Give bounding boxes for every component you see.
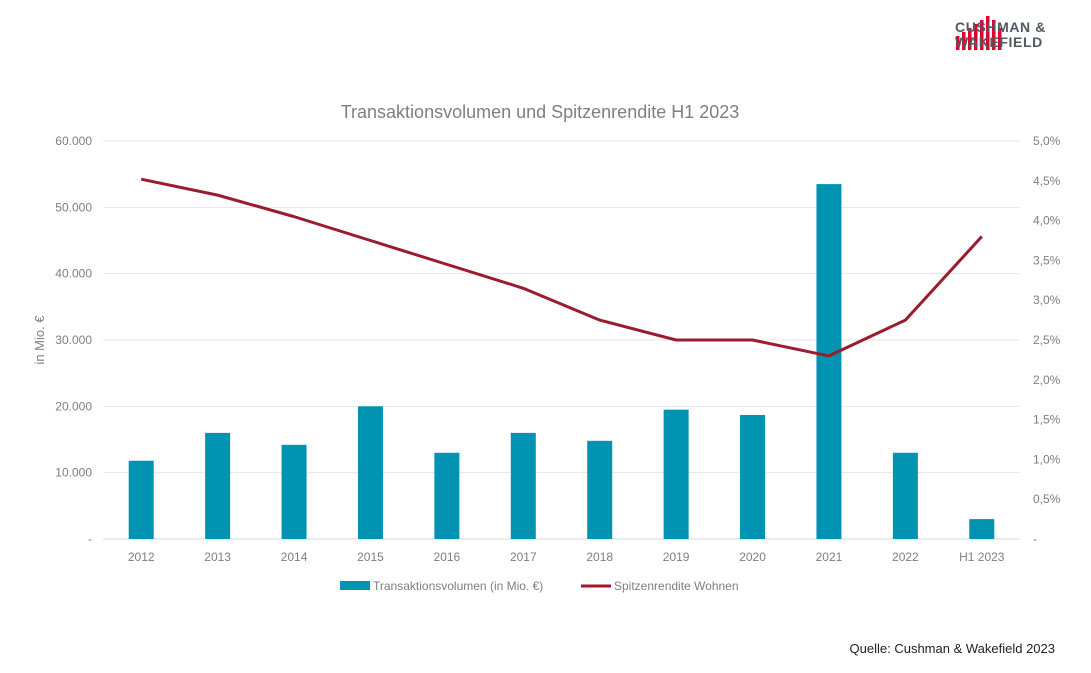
x-tick-label: 2017	[510, 550, 537, 564]
logo-bar	[956, 36, 960, 50]
bar	[740, 414, 766, 539]
y-axis-label: in Mio. €	[32, 315, 47, 365]
x-tick-label: 2016	[434, 550, 461, 564]
chart-title: Transaktionsvolumen und Spitzenrendite H…	[341, 102, 740, 122]
bar	[510, 432, 536, 539]
bar	[663, 409, 689, 539]
bar	[434, 452, 460, 539]
right-tick-label: 2,5%	[1033, 333, 1061, 347]
x-tick-label: 2020	[739, 550, 766, 564]
bar-series	[128, 184, 995, 539]
logo-bar	[962, 32, 966, 50]
logo-bar	[998, 28, 1002, 50]
right-axis-ticks: - 0,5% 1,0% 1,5% 2,0% 2,5% 3,0% 3,5% 4,0% 4,5% 5,0…	[1033, 134, 1061, 546]
right-tick-label: 1,5%	[1033, 413, 1061, 427]
brand-line-1: CUSHMAN &	[955, 19, 1046, 35]
right-tick-label: 3,0%	[1033, 293, 1061, 307]
left-tick-label: 30.000	[55, 333, 92, 347]
right-tick-label: -	[1033, 532, 1037, 546]
bar	[587, 440, 613, 539]
x-tick-label: 2022	[892, 550, 919, 564]
logo-bar	[968, 28, 972, 50]
left-tick-label: 40.000	[55, 267, 92, 281]
right-tick-label: 4,0%	[1033, 214, 1061, 228]
left-axis-ticks: - 10.000 20.000 30.000 40.000 50.000 60.000	[55, 134, 92, 546]
left-tick-label: -	[88, 532, 92, 546]
right-tick-label: 0,5%	[1033, 492, 1061, 506]
x-tick-label: H1 2023	[959, 550, 1005, 564]
logo-bar	[992, 20, 996, 50]
legend: Transaktionsvolumen (in Mio. €) Spitzenr…	[340, 579, 739, 593]
source-note: Quelle: Cushman & Wakefield 2023	[849, 641, 1055, 656]
x-tick-label: 2012	[128, 550, 155, 564]
legend-label-bars: Transaktionsvolumen (in Mio. €)	[373, 579, 543, 593]
x-tick-label: 2015	[357, 550, 384, 564]
bar	[816, 184, 842, 539]
x-axis-ticks: 2012 2013 2014 2015 2016 2017 2018 2019 2020 2021…	[128, 550, 1005, 564]
x-tick-label: 2021	[816, 550, 843, 564]
brand-line-2: WAKEFIELD	[955, 34, 1043, 50]
logo-bar	[974, 24, 978, 50]
yield-line	[140, 177, 983, 358]
line-series	[140, 177, 983, 358]
bar	[969, 519, 995, 539]
x-tick-label: 2014	[281, 550, 308, 564]
x-tick-label: 2018	[586, 550, 613, 564]
bar	[357, 406, 383, 539]
bar	[205, 432, 231, 539]
left-tick-label: 10.000	[55, 466, 92, 480]
bar	[892, 452, 918, 539]
right-tick-label: 4,5%	[1033, 174, 1061, 188]
right-tick-label: 5,0%	[1033, 134, 1061, 148]
right-tick-label: 1,0%	[1033, 452, 1061, 466]
legend-swatch-bars	[340, 581, 370, 590]
legend-label-line: Spitzenrendite Wohnen	[614, 579, 739, 593]
left-tick-label: 60.000	[55, 134, 92, 148]
logo-bar	[980, 20, 984, 50]
logo-bar	[986, 16, 990, 50]
bar	[281, 444, 307, 539]
right-tick-label: 2,0%	[1033, 373, 1061, 387]
x-tick-label: 2019	[663, 550, 690, 564]
left-tick-label: 50.000	[55, 200, 92, 214]
bar	[128, 460, 154, 539]
x-tick-label: 2013	[204, 550, 231, 564]
right-tick-label: 3,5%	[1033, 253, 1061, 267]
brand-logo-text: CUSHMAN & WAKEFIELD	[955, 20, 1046, 50]
logo-bars-icon	[956, 16, 1002, 50]
left-tick-label: 20.000	[55, 399, 92, 413]
